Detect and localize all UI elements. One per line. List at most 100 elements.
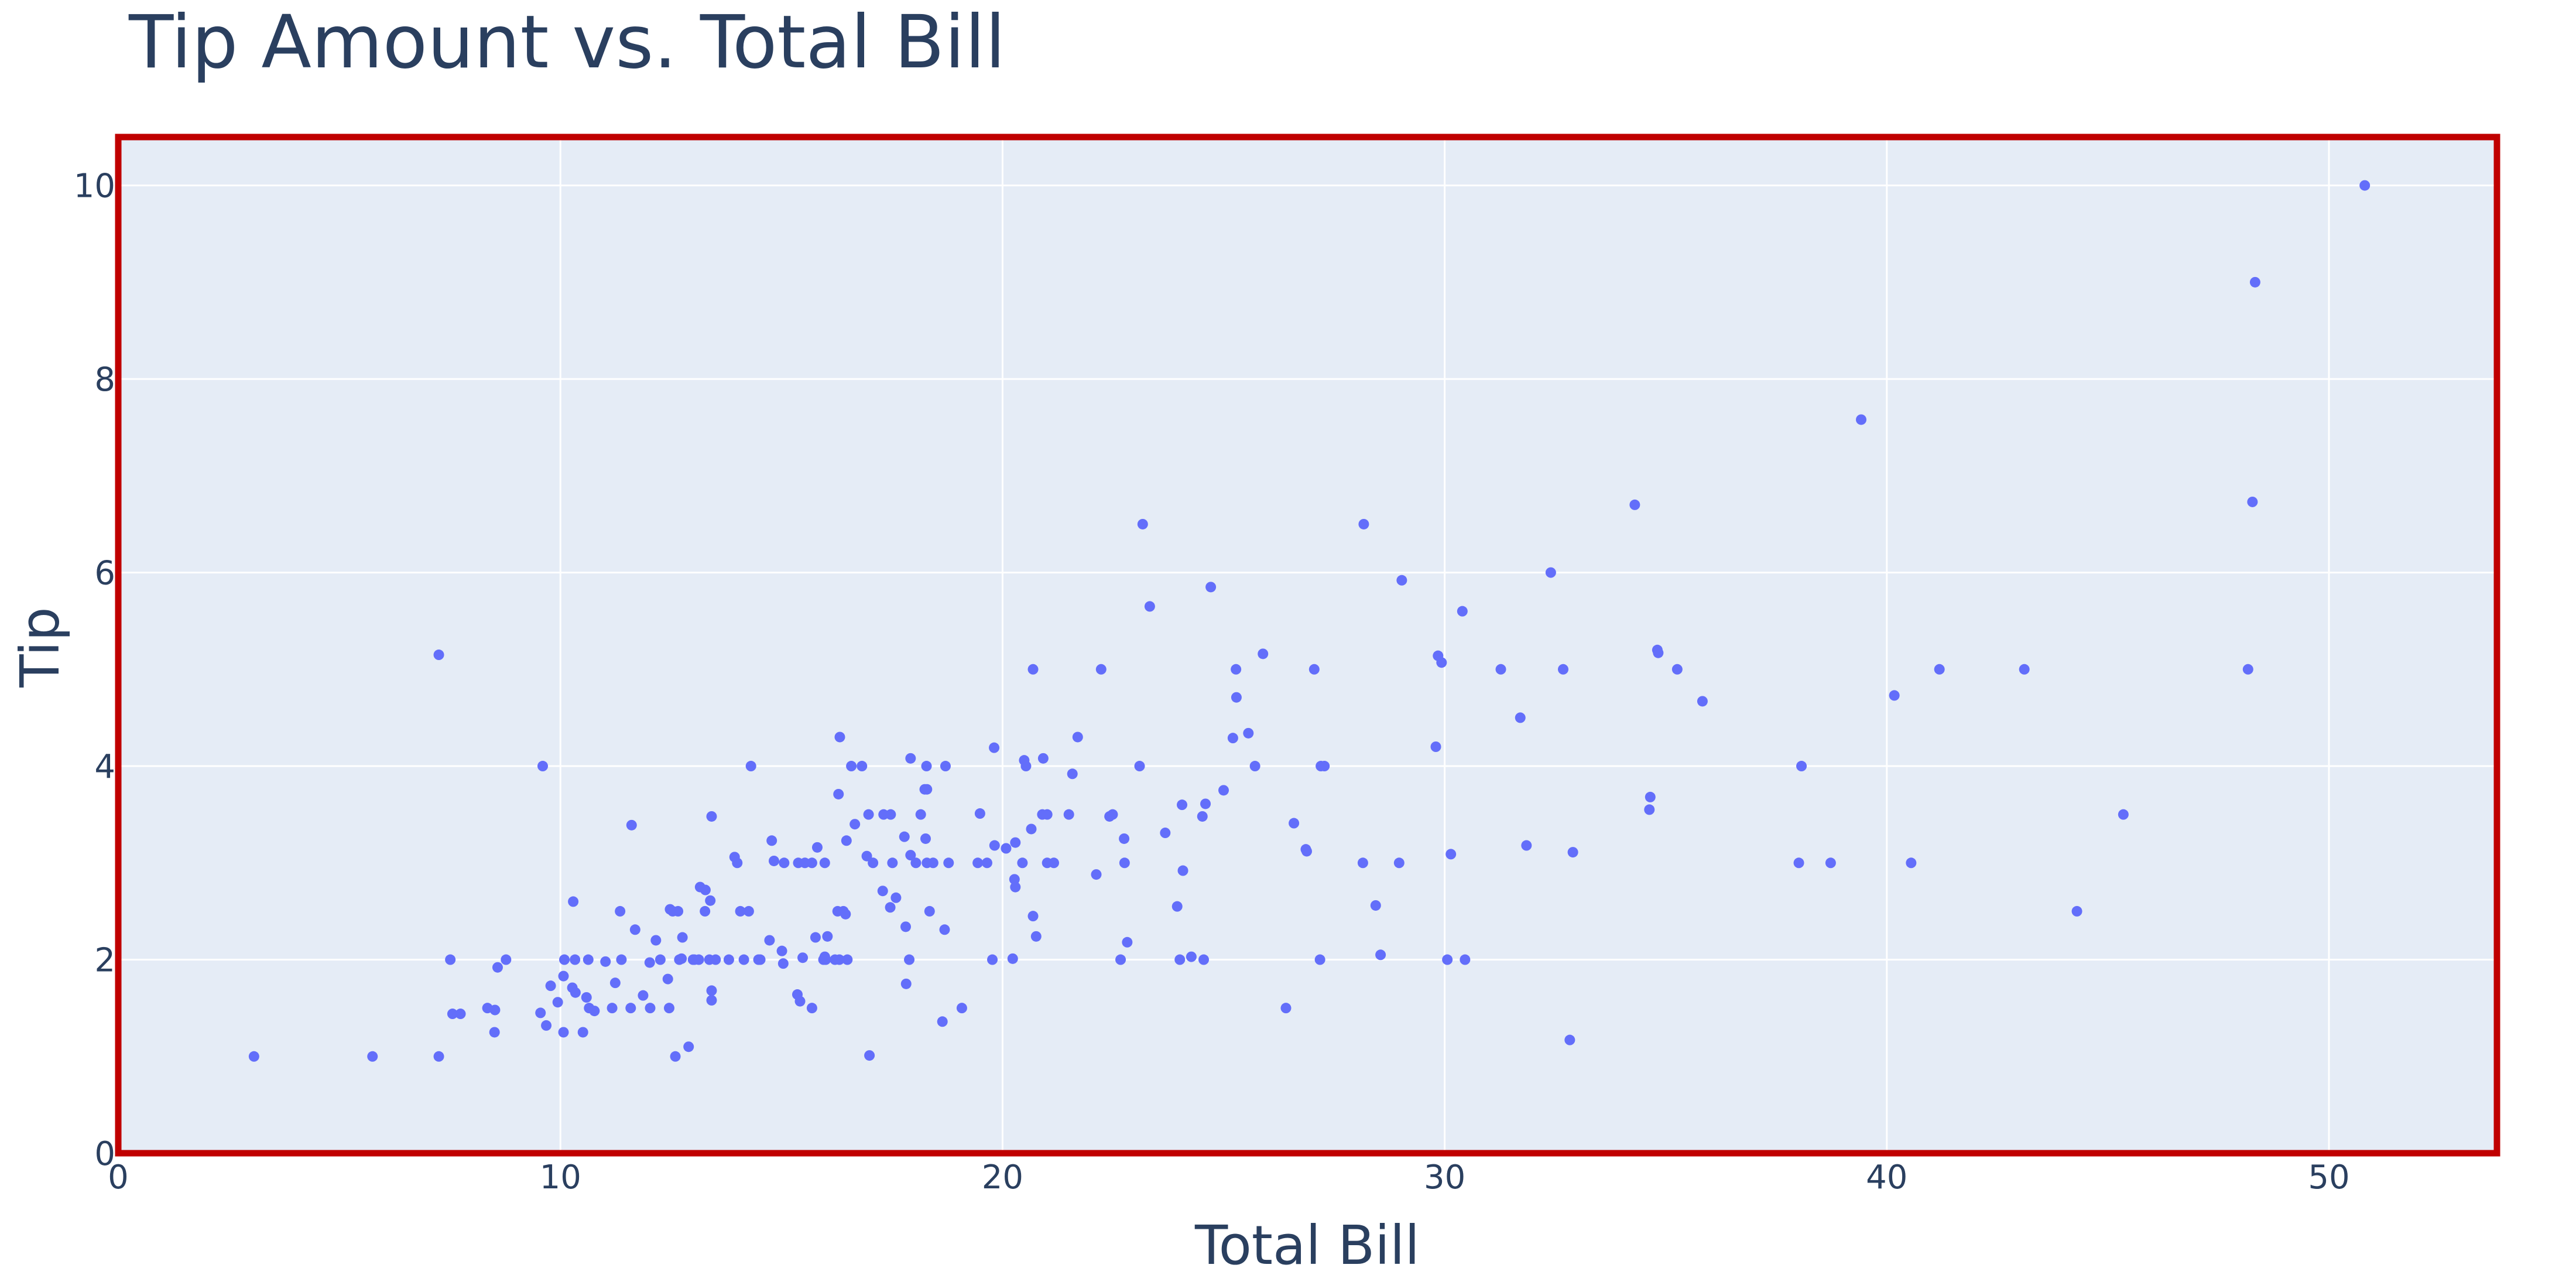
scatter-point [738, 954, 749, 965]
scatter-point [745, 761, 756, 772]
scatter-point [1177, 799, 1188, 811]
scatter-point [861, 850, 872, 862]
scatter-point [710, 954, 721, 965]
scatter-point [1319, 761, 1330, 772]
scatter-point [1375, 949, 1386, 961]
scatter-point [904, 954, 915, 965]
scatter-point [877, 886, 888, 897]
y-tick-label: 4 [94, 748, 115, 786]
scatter-point [1645, 791, 1656, 802]
scatter-point [1010, 837, 1021, 848]
scatter-point [905, 753, 916, 764]
scatter-point [868, 857, 879, 869]
y-tick-label: 0 [94, 1135, 115, 1173]
y-tick-label: 10 [74, 168, 115, 206]
scatter-point [1889, 690, 1900, 701]
scatter-point [1231, 692, 1242, 703]
scatter-point [1037, 753, 1049, 764]
scatter-point [1107, 809, 1118, 820]
scatter-point [626, 819, 637, 830]
scatter-point [445, 954, 456, 965]
chart-title: Tip Amount vs. Total Bill [128, 0, 1005, 85]
scatter-point [1200, 798, 1211, 809]
scatter-point [1198, 954, 1210, 965]
scatter-point [849, 819, 861, 830]
scatter-point [1091, 869, 1102, 880]
scatter-point [834, 954, 845, 965]
scatter-point [447, 1009, 458, 1020]
scatter-point [1027, 911, 1039, 922]
scatter-point [650, 935, 662, 946]
scatter-point [492, 962, 503, 973]
scatter-point [1906, 857, 1917, 869]
scatter-point [455, 1009, 466, 1020]
scatter-point [1197, 811, 1208, 822]
x-tick-label: 50 [2308, 1158, 2349, 1197]
scatter-point [1030, 931, 1042, 942]
scatter-point [570, 987, 581, 998]
scatter-point [1793, 857, 1804, 869]
scatter-point [1308, 664, 1320, 675]
scatter-point [1301, 846, 1312, 857]
scatter-point [577, 1027, 588, 1038]
scatter-point [887, 857, 898, 869]
scatter-point [607, 1003, 618, 1014]
scatter-point [1629, 499, 1640, 510]
x-axis-ticks: 0 10 20 30 40 50 [108, 1158, 2349, 1197]
data-points [248, 180, 2371, 1062]
scatter-point [899, 831, 910, 842]
scatter-point [819, 857, 830, 869]
scatter-point [743, 905, 754, 917]
scatter-point [2071, 905, 2082, 917]
scatter-point [1231, 664, 1242, 675]
scatter-point [1160, 828, 1171, 839]
scatter-point [570, 954, 581, 965]
scatter-point [638, 990, 649, 1001]
scatter-point [1314, 954, 1325, 965]
scatter-point [367, 1051, 378, 1062]
scatter-point [676, 953, 687, 964]
scatter-point [629, 924, 640, 935]
scatter-point [885, 902, 896, 913]
scatter-point [1856, 414, 1867, 425]
scatter-point [545, 980, 556, 992]
scatter-point [834, 732, 845, 743]
scatter-point [939, 924, 950, 935]
scatter-point [811, 842, 823, 853]
scatter-point [1001, 843, 1012, 854]
scatter-point [583, 954, 594, 965]
scatter-point [2242, 664, 2253, 675]
scatter-point [1567, 847, 1578, 858]
scatter-point [1436, 657, 1447, 668]
scatter-point [700, 905, 711, 917]
scatter-point [489, 1027, 500, 1038]
scatter-point [989, 840, 1000, 851]
scatter-point [842, 954, 853, 965]
scatter-point [846, 761, 857, 772]
scatter-point [568, 896, 579, 907]
scatter-point [806, 857, 817, 869]
scatter-point [915, 809, 926, 820]
scatter-point [794, 996, 806, 1007]
scatter-point [535, 1007, 546, 1018]
scatter-point [1134, 761, 1145, 772]
scatter-point [673, 905, 684, 917]
scatter-point [663, 1003, 674, 1014]
scatter-point [1457, 606, 1468, 617]
scatter-point [921, 761, 932, 772]
scatter-point [1010, 881, 1021, 893]
scatter-point [885, 809, 896, 820]
scatter-point [1137, 518, 1148, 529]
scatter-point [732, 857, 743, 869]
scatter-point [2019, 664, 2030, 675]
scatter-point [810, 932, 821, 943]
x-tick-label: 0 [108, 1158, 129, 1197]
scatter-point [833, 788, 844, 799]
scatter-point [1243, 727, 1254, 739]
scatter-point [956, 1003, 967, 1014]
scatter-point [581, 992, 592, 1003]
scatter-point [1671, 664, 1683, 675]
scatter-point [706, 994, 717, 1006]
scatter-point [693, 954, 704, 965]
